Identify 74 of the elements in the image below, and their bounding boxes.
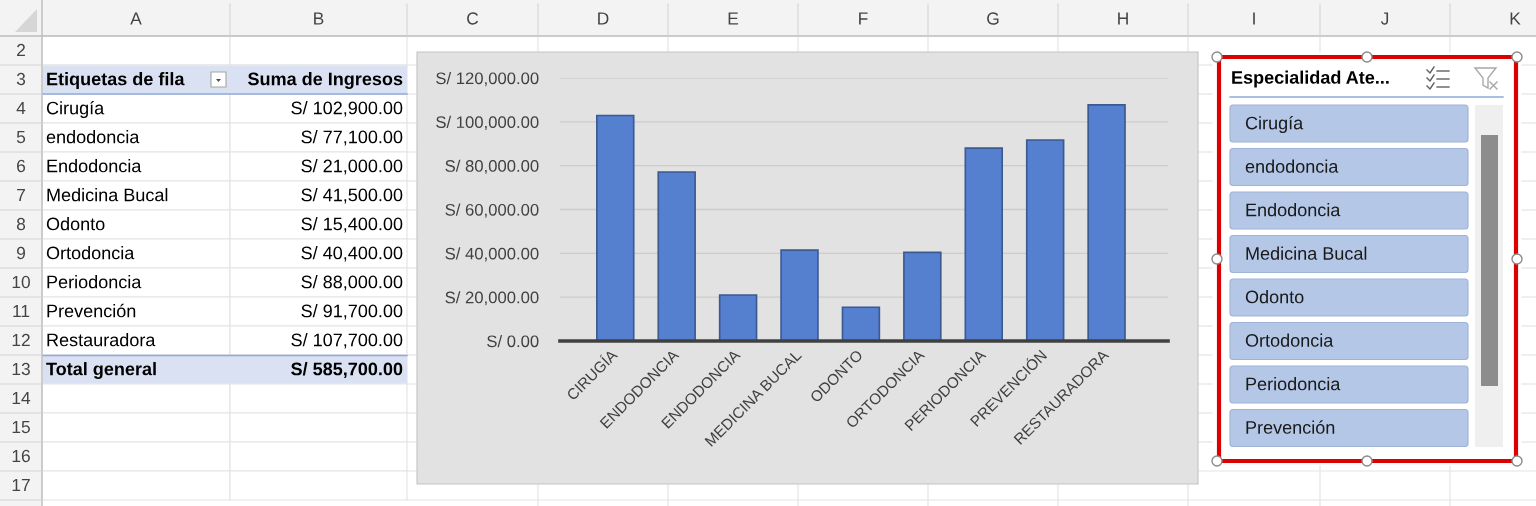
- y-tick-label: 14: [12, 392, 31, 404]
- text: S/ 41,500.00: [301, 188, 403, 204]
- bar: [780, 249, 819, 341]
- category-label: G: [987, 12, 999, 25]
- text: Prevención: [47, 303, 136, 318]
- y-tick-label: S/ 80,000.00: [445, 159, 539, 174]
- category-label: D: [598, 12, 609, 25]
- category-label: F: [859, 12, 868, 25]
- category-label: K: [1510, 12, 1521, 25]
- y-tick-label: 11: [13, 305, 30, 317]
- text: S/ 585,700.00: [291, 362, 403, 378]
- y-tick-label: S/ 20,000.00: [445, 291, 539, 306]
- y-tick-label: 9: [16, 246, 26, 260]
- text: Cirugía: [46, 100, 105, 119]
- x-tick-label: B: [314, 12, 324, 25]
- text: endodoncia: [46, 130, 140, 144]
- text: S/ 91,700.00: [301, 304, 403, 320]
- text: Cirugía: [1245, 115, 1304, 134]
- y-tick-label: 15: [12, 421, 30, 434]
- text: Restauradora: [47, 333, 156, 347]
- bar: [596, 114, 635, 341]
- text: Endodoncia: [47, 159, 142, 173]
- y-tick-label: 3: [16, 72, 26, 86]
- text: Ortodoncia: [46, 246, 135, 260]
- x-tick-label: A: [130, 12, 142, 25]
- y-tick-label: 13: [12, 362, 30, 376]
- text: Ortodoncia: [1245, 333, 1334, 347]
- bar: [964, 147, 1004, 341]
- y-tick-label: S/ 100,000.00: [436, 115, 539, 131]
- y-tick-label: S/ 60,000.00: [445, 203, 539, 218]
- text: S/ 21,000.00: [301, 159, 403, 175]
- text: Medicina Bucal: [1246, 246, 1367, 260]
- category-label: I: [1253, 12, 1255, 25]
- text: Endodoncia: [1246, 203, 1341, 217]
- text: Periodoncia: [47, 275, 142, 289]
- text: Odonto: [1245, 290, 1304, 304]
- category-label: J: [1380, 12, 1389, 25]
- text: Prevención: [1246, 420, 1335, 434]
- text: endodoncia: [1245, 159, 1339, 173]
- text: S/ 102,900.00: [291, 101, 403, 117]
- y-tick-label: 4: [16, 102, 26, 114]
- text: S/ 77,100.00: [301, 130, 403, 146]
- text: Especialidad Ate...: [1232, 70, 1389, 88]
- text: Periodoncia: [1246, 377, 1341, 391]
- y-tick-label: 2: [17, 43, 25, 56]
- bar: [1025, 139, 1065, 341]
- bar: [1087, 104, 1126, 341]
- text: S/ 15,400.00: [301, 217, 403, 233]
- y-tick-label: 7: [17, 189, 25, 201]
- category-label: E: [728, 12, 739, 25]
- y-tick-label: 12: [12, 333, 30, 346]
- y-tick-label: S/ 0.00: [487, 334, 539, 348]
- bar: [718, 294, 758, 341]
- y-tick-label: 8: [16, 217, 26, 231]
- text: Suma de Ingresos: [248, 72, 403, 89]
- y-tick-label: S/ 40,000.00: [445, 247, 539, 262]
- bar: [841, 306, 881, 341]
- bar: [657, 171, 696, 341]
- y-tick-label: 10: [12, 275, 30, 289]
- text: Medicina Bucal: [47, 188, 168, 202]
- text: S/ 107,700.00: [291, 333, 403, 349]
- category-label: C: [467, 12, 479, 25]
- y-tick-label: 5: [16, 131, 26, 144]
- y-tick-label: 16: [12, 449, 30, 463]
- bar: [903, 251, 942, 341]
- text: Etiquetas de fila: [47, 72, 185, 89]
- y-tick-label: 17: [12, 479, 30, 491]
- y-tick-label: S/ 120,000.00: [436, 71, 539, 87]
- text: S/ 88,000.00: [301, 275, 403, 291]
- y-tick-label: 6: [17, 159, 26, 173]
- text: Odonto: [46, 217, 105, 231]
- category-label: H: [1118, 12, 1128, 25]
- text: S/ 40,400.00: [301, 246, 403, 262]
- text: Total general: [46, 362, 156, 379]
